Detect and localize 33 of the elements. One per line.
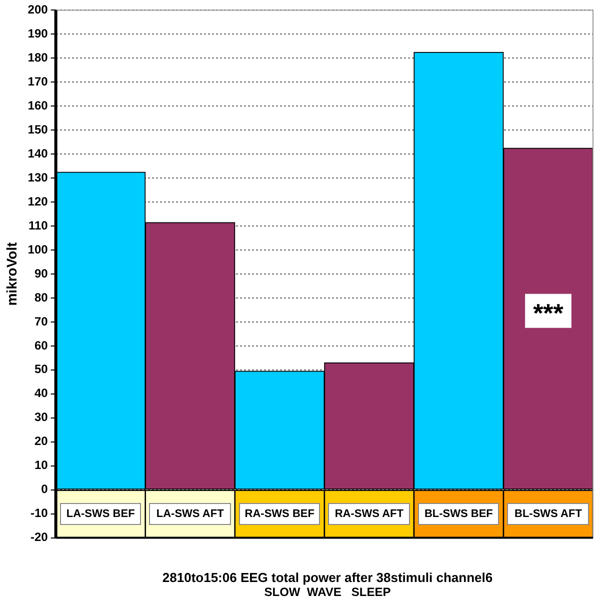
y-tick-label: 80 <box>34 290 48 304</box>
y-tick-label: 160 <box>28 98 48 112</box>
y-tick-label: 200 <box>28 2 48 17</box>
y-tick-label: 0 <box>41 482 48 496</box>
y-tick-label: 150 <box>28 122 48 136</box>
y-tick-label: -20 <box>30 530 48 544</box>
x-tick-label: LA-SWS BEF <box>66 508 135 520</box>
annotation: *** <box>533 298 564 328</box>
text: SLOW WAVE SLEEP <box>263 585 392 599</box>
x-tick-label: RA-SWS BEF <box>244 508 314 520</box>
x-tick-label: BL-SWS BEF <box>424 508 493 520</box>
y-axis-title: mikroVolt <box>3 242 20 306</box>
y-tick-label: 10 <box>34 458 48 472</box>
x-tick-label: RA-SWS AFT <box>334 508 404 520</box>
y-tick-label: 130 <box>28 170 48 184</box>
y-tick-label: 100 <box>28 242 48 256</box>
y-tick-label: 190 <box>28 26 48 40</box>
x-tick-label: LA-SWS AFT <box>156 508 224 520</box>
y-tick-label: -10 <box>30 506 48 520</box>
y-tick-label: 20 <box>34 434 48 448</box>
y-tick-label: 50 <box>34 362 48 376</box>
y-tick-label: 180 <box>28 50 48 64</box>
text: 2810to15:06 EEG total power after 38stimuli channel6 <box>161 570 494 585</box>
y-tick-label: 120 <box>28 194 48 208</box>
y-tick-label: 170 <box>28 74 48 88</box>
y-tick-label: 110 <box>28 218 48 232</box>
y-tick-label: 70 <box>34 314 48 328</box>
y-tick-label: 90 <box>34 266 48 280</box>
y-tick-label: 30 <box>34 410 48 424</box>
x-tick-label: BL-SWS AFT <box>514 508 582 520</box>
y-tick-label: 60 <box>34 338 48 352</box>
y-tick-label: 40 <box>34 386 48 400</box>
y-tick-label: 140 <box>28 146 48 160</box>
